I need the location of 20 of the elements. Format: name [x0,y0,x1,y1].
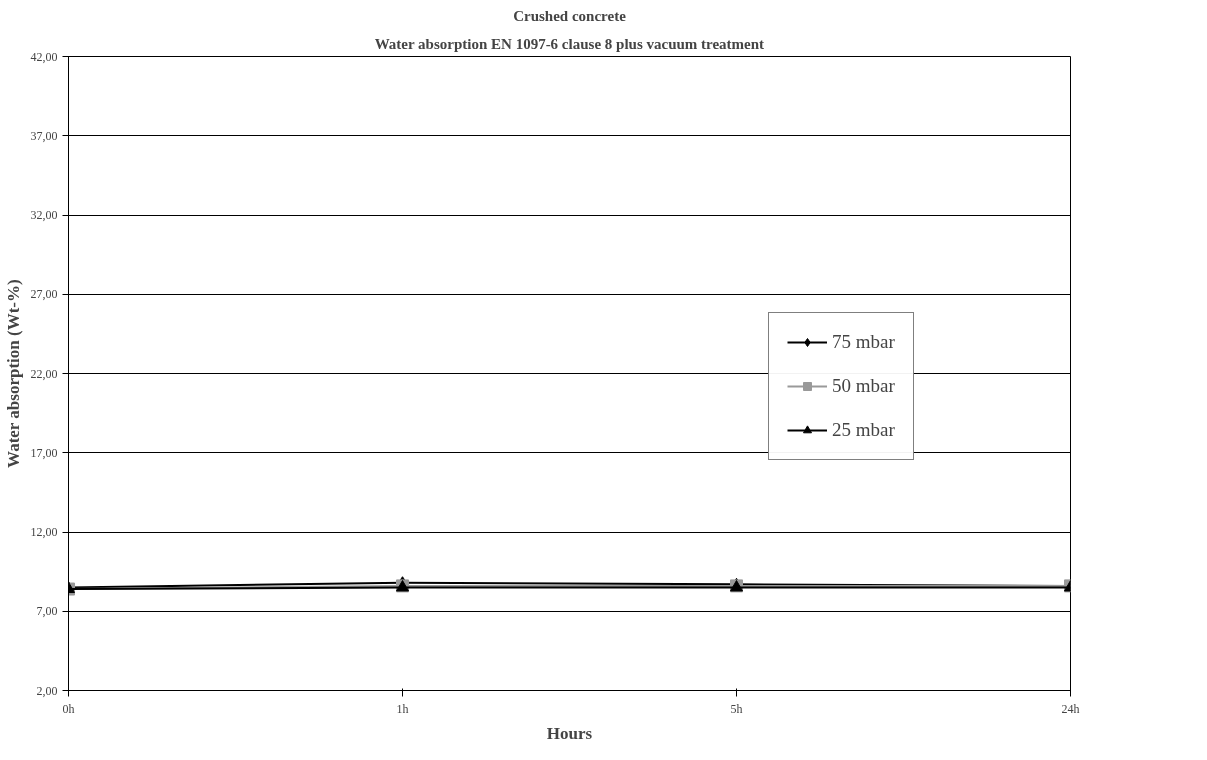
y-axis-title: Water absorption (Wt-%) [3,279,23,468]
y-tick-label: 17,00 [30,445,58,460]
y-tick-label: 32,00 [30,208,58,222]
x-tick-label: 24h [1061,701,1080,716]
y-tick-label: 27,00 [30,287,58,302]
legend-label: 75 mbar [832,331,895,353]
chart-title: Crushed concrete [513,7,627,24]
legend-label: 50 mbar [832,375,895,397]
legend-label: 25 mbar [832,419,895,441]
x-axis-title: Hours [546,723,593,743]
y-tick-label: 37,00 [30,128,58,143]
y-tick-label: 7,00 [36,604,58,619]
chart-subtitle: Water absorption EN 1097-6 clause 8 plus vacuum treatment [374,35,765,52]
y-tick-label: 22,00 [30,366,58,381]
y-tick-label: 42,00 [30,49,58,64]
y-tick-label: 2,00 [36,683,58,698]
x-tick-label: 5h [730,701,743,716]
x-tick-label: 0h [62,701,75,716]
y-tick-label: 12,00 [30,525,58,539]
x-tick-label: 1h [396,701,409,716]
